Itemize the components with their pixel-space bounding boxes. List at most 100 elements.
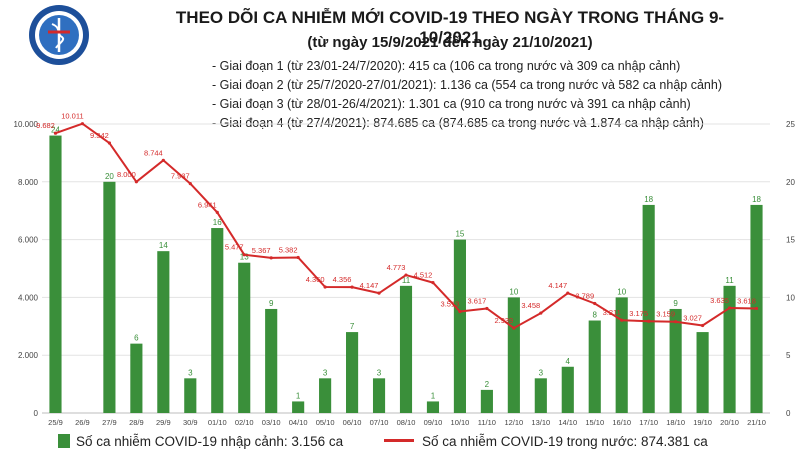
x-tick-label: 27/9 [102,418,117,427]
line-point [674,320,678,324]
line-data-label: 10.011 [61,112,83,121]
line-data-label: 4.360 [306,275,325,284]
line-data-label: 3.635 [710,296,729,305]
bar-imported-cases [184,378,197,413]
bar-data-label: 2 [485,380,490,389]
bar-imported-cases [157,251,170,413]
bar-data-label: 15 [455,230,464,239]
x-tick-label: 19/10 [693,418,712,427]
x-tick-label: 02/10 [235,418,254,427]
line-point [620,318,624,322]
bar-data-label: 4 [566,357,571,366]
bar-data-label: 10 [509,287,518,296]
line-data-label: 4.147 [548,281,567,290]
bar-data-label: 11 [725,276,734,285]
x-tick-label: 20/10 [720,418,739,427]
y-right-tick-label: 5 [786,351,791,360]
bar-imported-cases [319,378,332,413]
bar-data-label: 16 [213,218,222,227]
line-data-label: 4.147 [360,281,379,290]
line-point [458,309,462,314]
line-point [485,306,489,311]
line-data-label: 3.027 [683,314,702,323]
bar-imported-cases [723,285,736,413]
line-data-label: 2.939 [494,316,513,325]
x-tick-label: 13/10 [531,418,550,427]
bar-data-label: 24 [51,126,60,135]
bar-imported-cases [103,181,116,413]
bar-data-label: 1 [296,391,301,400]
line-point [593,301,597,306]
bar-imported-cases [588,320,601,413]
bar-data-label: 18 [752,195,761,204]
x-tick-label: 18/10 [666,418,685,427]
bar-imported-cases [292,401,305,413]
bar-data-label: 14 [159,241,168,250]
bar-data-label: 1 [431,391,436,400]
line-point [107,141,112,145]
legend-line-swatch [384,439,414,442]
y-left-tick-label: 4.000 [18,293,39,302]
y-left-tick-label: 10.000 [14,120,39,129]
bar-imported-cases [265,308,278,413]
line-point [700,323,705,328]
x-tick-label: 25/9 [48,418,63,427]
y-right-tick-label: 25 [786,120,795,129]
legend-line-label: Số ca nhiễm COVID-19 trong nước: 874.381… [422,434,708,449]
bar-data-label: 13 [240,253,249,262]
line-point [242,253,246,257]
bar-imported-cases [507,297,520,413]
x-tick-label: 29/9 [156,418,171,427]
bar-data-label: 3 [377,368,382,377]
bar-imported-cases [561,366,574,413]
x-tick-label: 26/9 [75,418,90,427]
y-left-tick-label: 2.000 [18,351,39,360]
x-tick-label: 05/10 [316,418,335,427]
bar-data-label: 9 [673,299,678,308]
line-data-label: 4.773 [387,263,406,272]
x-tick-label: 17/10 [639,418,658,427]
line-data-label: 5.367 [252,246,271,255]
x-tick-label: 16/10 [612,418,631,427]
line-data-label: 3.458 [521,301,540,310]
line-point [350,285,354,289]
line-point [323,285,327,289]
line-data-label: 5.477 [225,243,244,252]
line-data-label: 3.617 [467,296,486,305]
line-point [727,306,732,310]
line-point [377,291,381,295]
bar-imported-cases [49,135,62,413]
bar-imported-cases [130,343,143,413]
line-point [647,319,651,323]
y-right-tick-label: 10 [786,293,795,302]
bar-data-label: 8 [593,311,598,320]
bar-data-label: 6 [134,334,139,343]
legend-imported-cases: Số ca nhiễm COVID-19 nhập cảnh: 3.156 ca [58,434,343,449]
line-point [53,131,58,135]
bar-imported-cases [399,285,413,413]
bar-imported-cases [696,332,709,413]
bar-imported-cases [534,378,547,413]
x-tick-label: 15/10 [585,418,604,427]
line-point [188,182,192,186]
y-left-tick-label: 8.000 [18,178,39,187]
line-data-label: 3.175 [629,309,648,318]
phase-item: - Giai đoạn 4 (từ 27/4/2021): 874.685 ca… [212,116,704,130]
bar-imported-cases [211,228,224,413]
bar-imported-cases [615,297,628,413]
x-tick-label: 01/10 [208,418,227,427]
phase-item: - Giai đoạn 1 (từ 23/01-24/7/2020): 415 … [212,59,681,73]
line-data-label: 4.356 [333,275,352,284]
line-point [215,210,219,215]
bar-data-label: 18 [644,195,653,204]
chart-title: THEO DÕI CA NHIỄM MỚI COVID-19 THEO NGÀY… [175,8,725,47]
x-tick-label: 10/10 [451,418,470,427]
x-tick-label: 07/10 [370,418,389,427]
line-point [512,326,516,330]
bar-imported-cases [238,262,251,413]
y-left-tick-label: 6.000 [18,236,39,245]
phase-item: - Giai đoạn 2 (từ 25/7/2020-27/01/2021):… [212,78,722,92]
line-data-label: 3.513 [441,299,460,308]
bar-imported-cases [426,401,440,413]
y-left-tick-label: 0 [34,409,39,418]
